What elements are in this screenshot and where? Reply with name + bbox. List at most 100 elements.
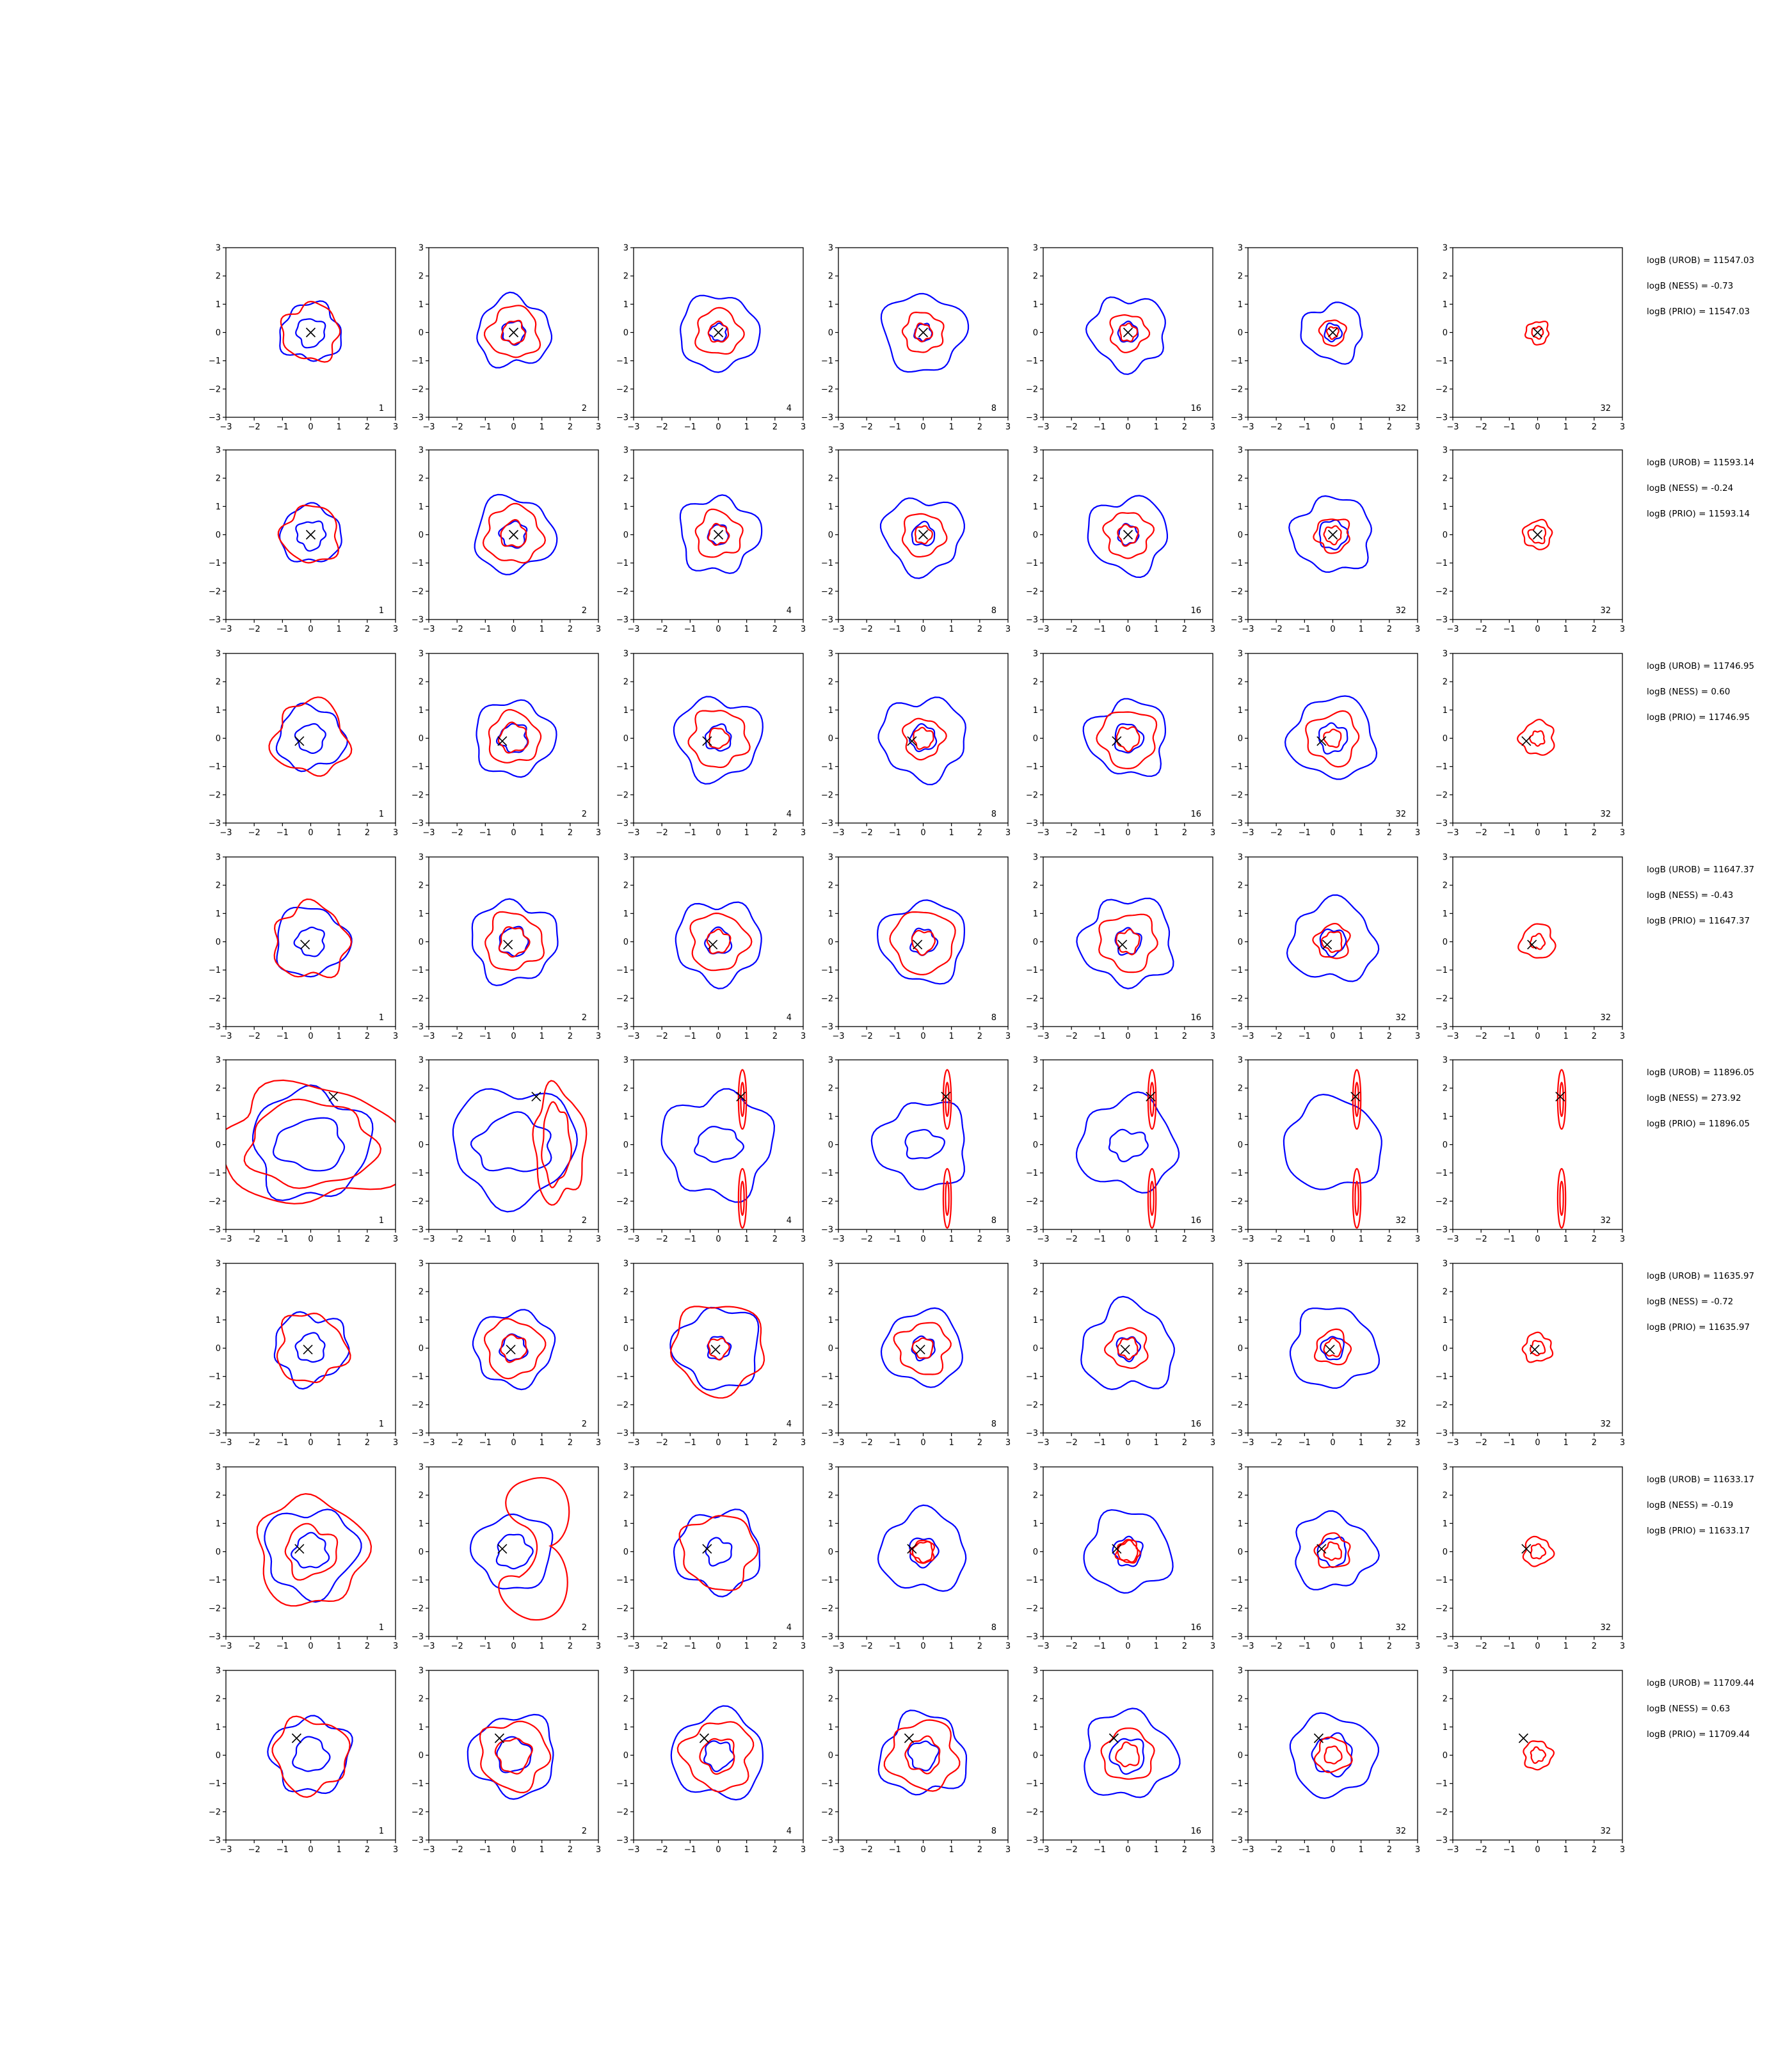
plot-area xyxy=(1523,1740,1555,1771)
outer-contour xyxy=(877,1709,968,1796)
outer-contour-inner-set xyxy=(1523,1740,1555,1771)
y-tick-label: 3 xyxy=(1238,1260,1243,1269)
y-tick-label: −3 xyxy=(1231,413,1243,423)
panel-r8-c7: −3−3 −2 −2 −1 −1 0 0 1 1 2 2 3 3 32 xyxy=(1436,1667,1625,1855)
outer-contour xyxy=(1288,495,1372,573)
x-tick-label: −1 xyxy=(889,1845,901,1855)
plot-area xyxy=(1080,1295,1175,1391)
panel-number-label: 2 xyxy=(582,1420,587,1429)
y-tick-label: 2 xyxy=(216,1695,221,1704)
true-value-marker xyxy=(506,1345,516,1355)
x-tick-label: 0 xyxy=(716,625,721,634)
row-stat-line: logB (UROB) = 11647.37 xyxy=(1647,865,1754,875)
y-tick-label: 2 xyxy=(419,474,424,484)
x-tick-label: −1 xyxy=(684,1438,696,1448)
y-tick-label: 2 xyxy=(1033,678,1038,687)
y-tick-label: −2 xyxy=(616,1604,628,1613)
y-tick-label: 0 xyxy=(1033,1140,1038,1150)
y-tick-label: −3 xyxy=(1436,1429,1448,1439)
x-tick-label: −3 xyxy=(1037,1438,1049,1448)
panel-number-label: 2 xyxy=(582,404,587,413)
x-tick-label: 1 xyxy=(1359,625,1364,634)
x-tick-label: 1 xyxy=(949,1438,954,1448)
y-tick-label: −1 xyxy=(1436,1576,1448,1585)
x-tick-label: 0 xyxy=(716,1438,721,1448)
y-tick-label: −3 xyxy=(1026,1023,1038,1032)
x-tick-label: −3 xyxy=(832,625,844,634)
panel-number-label: 1 xyxy=(379,810,384,819)
y-tick-label: 0 xyxy=(1238,531,1243,540)
plot-area xyxy=(1283,1069,1382,1229)
x-tick-label: 3 xyxy=(596,1438,601,1448)
y-tick-label: 3 xyxy=(1443,853,1448,863)
panel-r1-c5: −3−3 −2 −2 −1 −1 0 0 1 1 2 2 3 3 16 xyxy=(1026,244,1215,433)
panel-number-label: 16 xyxy=(1190,1013,1201,1023)
x-tick-label: 3 xyxy=(1005,828,1011,838)
x-tick-label: −1 xyxy=(889,625,901,634)
y-tick-label: 0 xyxy=(1443,1140,1448,1150)
x-tick-label: −3 xyxy=(220,1845,232,1855)
x-tick-label: 2 xyxy=(772,422,778,432)
axes-frame xyxy=(838,1670,1009,1841)
x-tick-label: 0 xyxy=(511,1845,516,1855)
x-tick-label: −1 xyxy=(479,828,492,838)
x-tick-label: −2 xyxy=(656,1235,668,1244)
x-tick-label: −1 xyxy=(1094,1438,1106,1448)
plot-area xyxy=(1083,1509,1174,1594)
x-tick-label: −3 xyxy=(1446,1845,1459,1855)
x-tick-label: 3 xyxy=(1620,1235,1625,1244)
y-tick-label: −3 xyxy=(821,1633,833,1642)
inner-contour-inner-set xyxy=(500,319,526,346)
y-tick-label: 0 xyxy=(216,531,221,540)
panel-number-label: 32 xyxy=(1600,1827,1611,1836)
y-tick-label: −3 xyxy=(616,413,628,423)
y-tick-label: 2 xyxy=(1238,678,1243,687)
y-tick-label: −1 xyxy=(616,559,628,568)
x-tick-label: 2 xyxy=(1182,1235,1187,1244)
y-tick-label: 2 xyxy=(828,1695,833,1704)
x-tick-label: 1 xyxy=(1359,1032,1364,1041)
x-tick-label: 3 xyxy=(596,1032,601,1041)
plot-area xyxy=(273,1311,351,1390)
true-value-marker xyxy=(1532,529,1543,540)
x-tick-label: 1 xyxy=(744,1642,749,1651)
y-tick-label: 3 xyxy=(1033,244,1038,253)
axes-frame xyxy=(1452,1263,1623,1434)
axes-frame xyxy=(633,1263,804,1434)
panel-r5-c7: −3−3 −2 −2 −1 −1 0 0 1 1 2 2 3 3 32 xyxy=(1436,1056,1625,1245)
panel-r7-c6: −3−3 −2 −2 −1 −1 0 0 1 1 2 2 3 3 32 xyxy=(1231,1463,1420,1652)
plot-area xyxy=(452,1080,588,1213)
panel-r6-c5: −3−3 −2 −2 −1 −1 0 0 1 1 2 2 3 3 16 xyxy=(1026,1260,1215,1448)
y-tick-label: −3 xyxy=(209,819,221,829)
inner-contour-inner-set xyxy=(500,1334,528,1363)
y-tick-label: 2 xyxy=(1033,474,1038,484)
true-value-marker xyxy=(918,327,929,338)
panel-number-label: 32 xyxy=(1395,1420,1406,1429)
y-tick-label: 2 xyxy=(623,272,628,282)
inner-contour-inner-set xyxy=(494,1738,533,1775)
plot-area xyxy=(679,294,761,373)
y-tick-label: 0 xyxy=(1033,531,1038,540)
x-tick-label: −3 xyxy=(1037,1642,1049,1651)
y-tick-label: 2 xyxy=(419,1288,424,1297)
outer-contour-inner-set xyxy=(276,1312,351,1384)
axes-frame xyxy=(633,1466,804,1637)
y-tick-label: −3 xyxy=(1436,1226,1448,1235)
row-stat-line: logB (PRIO) = 11547.03 xyxy=(1647,307,1750,317)
y-tick-label: −2 xyxy=(209,1807,221,1817)
y-tick-label: −2 xyxy=(616,1197,628,1206)
y-tick-label: 3 xyxy=(1443,650,1448,659)
x-tick-label: 3 xyxy=(1415,422,1420,432)
x-tick-label: −2 xyxy=(1270,1032,1283,1041)
x-tick-label: −1 xyxy=(684,1642,696,1651)
elongated-contour xyxy=(1559,1180,1564,1217)
y-tick-label: −2 xyxy=(412,790,424,800)
true-value-marker xyxy=(1316,1544,1327,1554)
true-value-marker xyxy=(300,940,310,950)
x-tick-label: −1 xyxy=(1094,422,1106,432)
